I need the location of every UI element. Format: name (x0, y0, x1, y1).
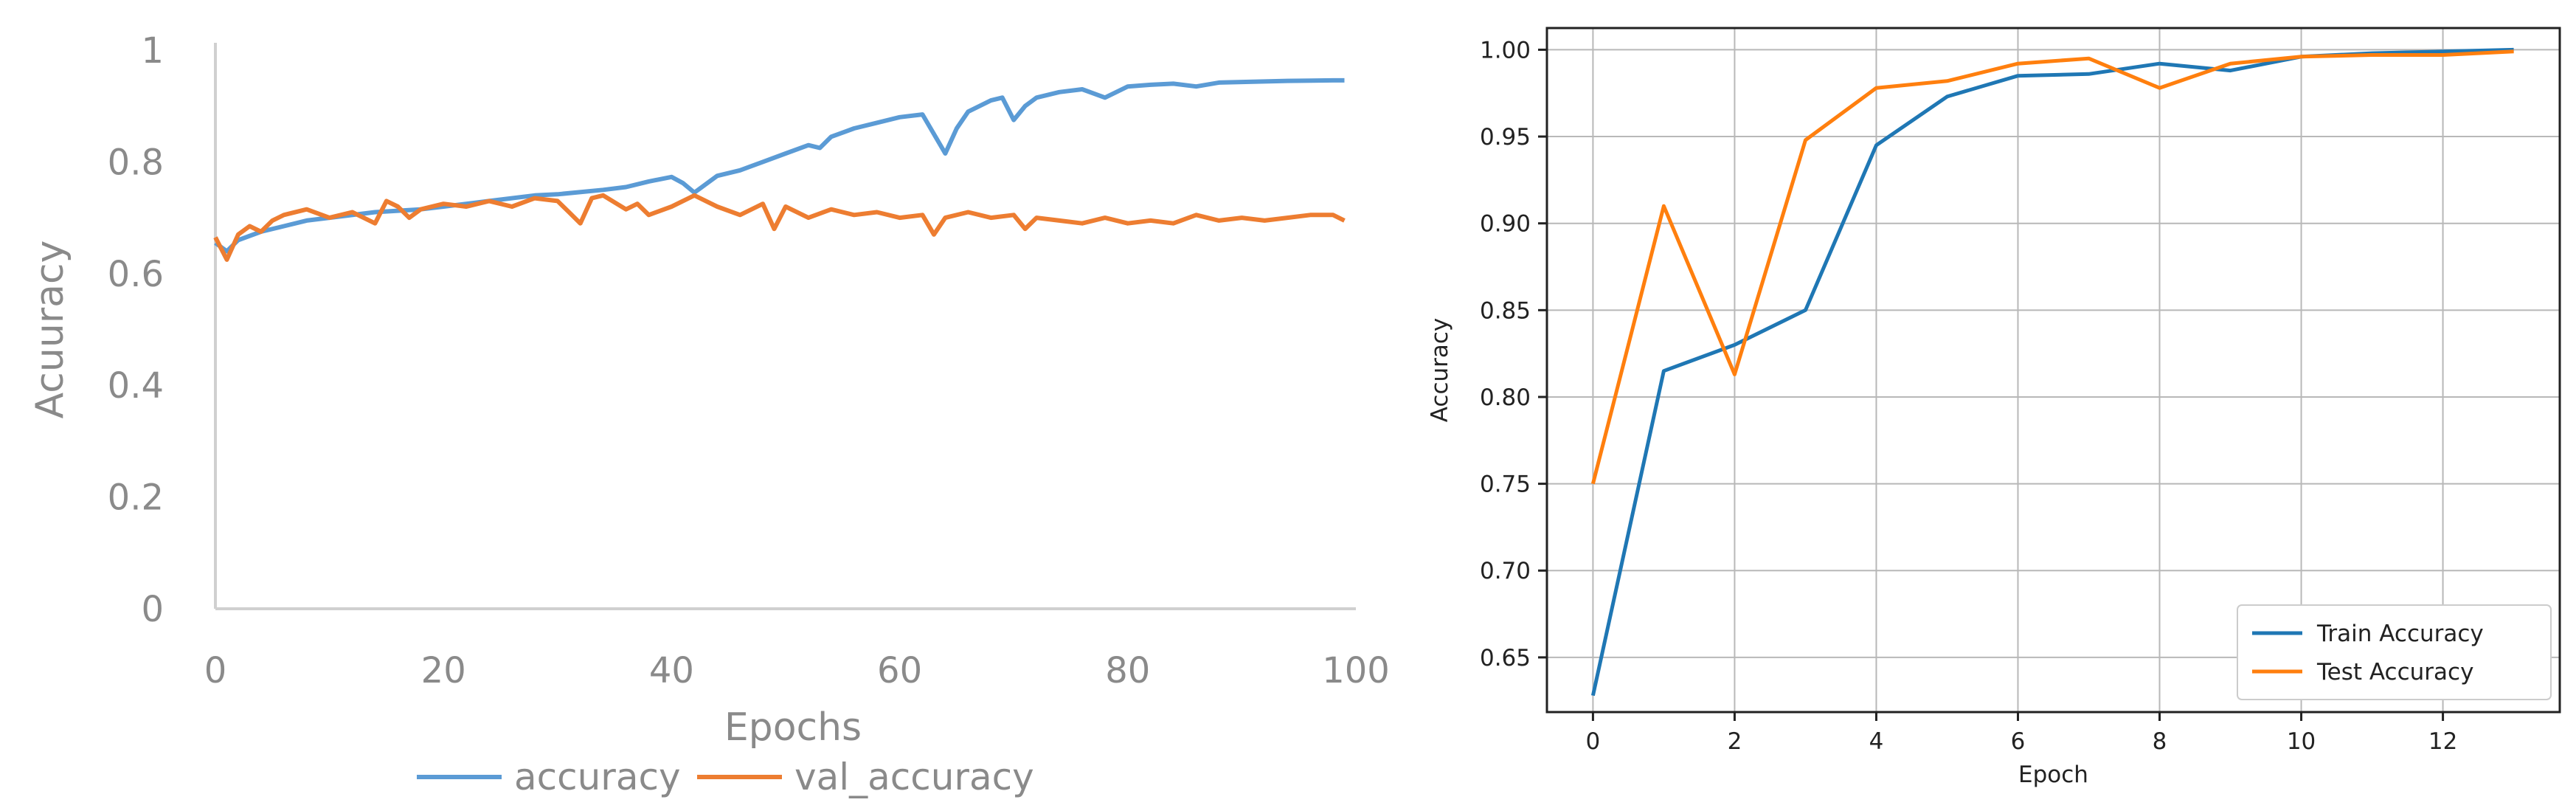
right-y-tick-label: 1.00 (1480, 37, 1531, 63)
right-y-tick-label: 0.80 (1480, 384, 1531, 411)
left-x-tick-label: 0 (204, 650, 227, 691)
left-series-line-accuracy (214, 77, 1345, 254)
right-series-line-test-accuracy (1590, 49, 2514, 485)
right-y-tick-label: 0.95 (1480, 124, 1531, 151)
right-y-axis-title: Accuracy (1427, 318, 1453, 423)
left-y-tick-label: 1 (141, 30, 164, 72)
left-accuracy-chart: 0 0.2 0.4 0.6 0.8 1 0 20 40 60 80 100 Epochs Acuuracy… (28, 30, 1390, 798)
left-x-tick-label: 80 (1105, 650, 1150, 691)
right-x-tick-label: 2 (1728, 728, 1742, 755)
left-y-axis-title: Acuuracy (28, 241, 72, 419)
right-x-tick-label: 10 (2287, 728, 2316, 755)
right-accuracy-chart: 0.65 0.70 0.75 0.80 0.85 0.90 0.95 1.00 0 2 4 6 8 10 1… (1427, 27, 2561, 788)
left-x-tick-label: 20 (421, 650, 466, 691)
right-x-tick-label: 0 (1586, 728, 1601, 755)
right-y-tick-label: 0.85 (1480, 297, 1531, 324)
right-plot-frame (1545, 27, 2561, 714)
left-x-tick-label: 40 (649, 650, 694, 691)
right-y-tick-label: 0.90 (1480, 211, 1531, 238)
right-series-line-train-accuracy (1590, 47, 2514, 697)
right-y-tick-label: 0.65 (1480, 645, 1531, 671)
right-x-axis-title: Epoch (2018, 762, 2088, 788)
left-y-tick-label: 0.2 (108, 477, 164, 519)
right-legend-box (2237, 604, 2552, 700)
left-y-tick-label: 0.6 (108, 254, 164, 295)
right-y-tick-label: 0.70 (1480, 558, 1531, 584)
right-x-tick-label: 8 (2153, 728, 2167, 755)
left-legend-label: val_accuracy (794, 756, 1034, 798)
left-legend-label: accuracy (514, 756, 681, 798)
left-y-tick-label: 0 (141, 589, 164, 630)
right-legend-label: Train Accuracy (2316, 621, 2484, 647)
right-y-tick-label: 0.75 (1480, 472, 1531, 498)
left-x-tick-label: 60 (877, 650, 922, 691)
left-y-tick-label: 0.4 (108, 365, 164, 407)
left-x-axis-title: Epochs (724, 705, 862, 750)
left-y-tick-label: 0.8 (108, 142, 164, 183)
right-x-tick-label: 12 (2428, 728, 2457, 755)
right-legend-label: Test Accuracy (2316, 659, 2473, 686)
right-x-tick-label: 4 (1869, 728, 1884, 755)
left-x-tick-label: 100 (1322, 650, 1390, 691)
right-x-tick-label: 6 (2011, 728, 2026, 755)
left-series-line-val-accuracy (213, 193, 1346, 262)
